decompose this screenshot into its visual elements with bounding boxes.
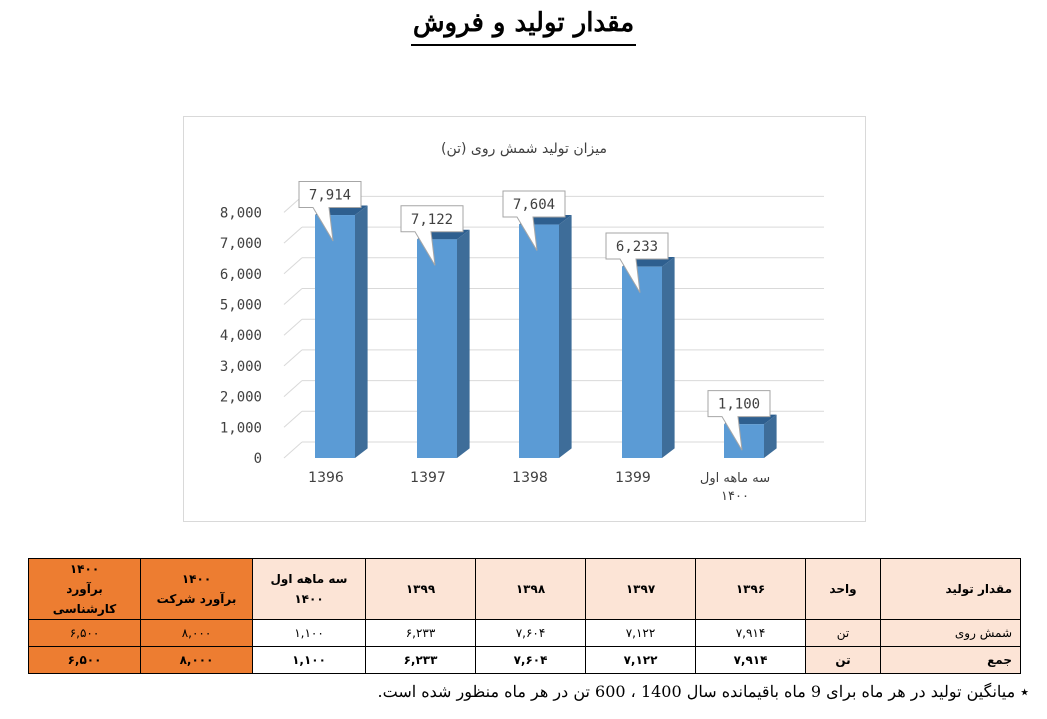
table-cell: ۶,۲۳۳ <box>365 619 476 647</box>
bar-side <box>457 229 470 458</box>
page-title-text: مقدار تولید و فروش <box>410 8 637 46</box>
column-header: ۱۳۹۸ <box>475 558 586 620</box>
y-tick-label: 4,000 <box>220 328 262 344</box>
data-label: 1,100 <box>718 397 760 413</box>
table-cell: ۸,۰۰۰ <box>140 646 253 674</box>
column-header-text: ۱۳۹۸ <box>515 582 546 596</box>
data-label: 7,914 <box>309 187 351 203</box>
bar <box>417 239 457 458</box>
y-tick-label: 1,000 <box>220 420 262 436</box>
column-header-text: برآورد شرکت <box>156 592 237 606</box>
gridline-side <box>283 257 303 275</box>
column-header: ۱۳۹۷ <box>585 558 696 620</box>
table-cell: ۷,۶۰۴ <box>475 619 586 647</box>
bar <box>519 224 559 458</box>
table-header-row: مقدار تولید واحد ۱۳۹۶ ۱۳۹۷ ۱۳۹۸ ۱۳۹۹ سه ماهه ا… <box>28 558 1021 620</box>
table-cell: ۷,۱۲۲ <box>585 619 696 647</box>
gridline-side <box>283 349 303 367</box>
gridline-side <box>283 318 303 336</box>
y-tick-label: 7,000 <box>220 236 262 252</box>
y-tick-label: 6,000 <box>220 267 262 283</box>
bar <box>315 215 355 458</box>
x-tick-label: 1398 <box>512 470 548 486</box>
bar-side <box>662 257 675 458</box>
data-label-callout <box>298 180 362 242</box>
table-cell: ۷,۱۲۲ <box>585 646 696 674</box>
table-cell: ۶,۵۰۰ <box>28 646 141 674</box>
table-cell: ۸,۰۰۰ <box>140 619 253 647</box>
column-header-text: سه ماهه اول ۱۴۰۰ <box>270 572 348 606</box>
gridline-side <box>283 410 303 428</box>
table-cell: ۱,۱۰۰ <box>252 646 366 674</box>
x-tick-label: 1397 <box>410 470 446 486</box>
data-label-callout <box>605 232 669 293</box>
data-label: 7,122 <box>411 212 453 228</box>
column-header: سه ماهه اول ۱۴۰۰ <box>252 558 366 620</box>
table-row: شمش روی تن ۷,۹۱۴ ۷,۱۲۲ ۷,۶۰۴ ۶,۲۳۳ ۱,۱۰۰ ۸,۰۰۰ ۶… <box>28 619 1021 647</box>
x-tick-label: ۱۴۰۰ <box>721 489 749 504</box>
column-header-text: ۱۴۰۰ <box>181 572 212 586</box>
table-cell: تن <box>805 619 881 647</box>
y-tick-label: 0 <box>254 451 262 467</box>
x-tick-label: 1396 <box>308 470 344 486</box>
column-header-text: ۱۳۹۹ <box>405 582 436 596</box>
data-label-callout <box>400 205 464 266</box>
table-cell: ۶,۵۰۰ <box>28 619 141 647</box>
table-cell: ۷,۹۱۴ <box>695 619 806 647</box>
data-label: 7,604 <box>513 197 555 213</box>
y-tick-label: 5,000 <box>220 298 262 314</box>
table-row: جمع تن ۷,۹۱۴ ۷,۱۲۲ ۷,۶۰۴ ۶,۲۳۳ ۱,۱۰۰ ۸,۰۰۰ ۶,۵۰۰ <box>28 646 1021 674</box>
column-header: مقدار تولید <box>880 558 1021 620</box>
data-label-callout <box>502 190 566 251</box>
column-header-text: واحد <box>829 582 857 596</box>
table-cell: جمع <box>880 646 1021 674</box>
data-label-callout <box>707 390 771 451</box>
column-header-text: ۱۳۹۶ <box>735 582 766 596</box>
column-header: ۱۴۰۰ برآورد شرکت <box>140 558 253 620</box>
column-header-text: ۱۴۰۰ <box>69 562 100 576</box>
column-header: ۱۳۹۶ <box>695 558 806 620</box>
gridline-side <box>283 380 303 397</box>
bar-side <box>355 205 368 458</box>
footnote: ٭ میانگین تولید در هر ماه برای 9 ماه باق… <box>377 682 1029 701</box>
table-cell: ۶,۲۳۳ <box>365 646 476 674</box>
page-title: مقدار تولید و فروش <box>0 8 1047 46</box>
y-tick-label: 3,000 <box>220 359 262 375</box>
gridline-side <box>283 288 303 305</box>
bar-side <box>764 414 777 458</box>
bar <box>622 266 662 458</box>
column-header-text: ۱۳۹۷ <box>625 582 656 596</box>
table-cell: تن <box>805 646 881 674</box>
gridline-side <box>283 226 303 244</box>
column-header-text: برآورد کارشناسی <box>52 582 117 616</box>
table-cell: ۱,۱۰۰ <box>252 619 366 647</box>
y-tick-label: 2,000 <box>220 390 262 406</box>
y-tick-label: 8,000 <box>220 205 262 221</box>
chart-frame: میزان تولید شمش روی (تن) 0 1,000 2,000 3,000… <box>183 116 866 522</box>
table-cell: ۷,۶۰۴ <box>475 646 586 674</box>
bar-side <box>559 214 572 458</box>
column-header: واحد <box>805 558 881 620</box>
production-table: مقدار تولید واحد ۱۳۹۶ ۱۳۹۷ ۱۳۹۸ ۱۳۹۹ سه ماهه ا… <box>28 558 1021 674</box>
x-tick-label: 1399 <box>615 470 651 486</box>
column-header: ۱۳۹۹ <box>365 558 476 620</box>
gridline-side <box>283 441 303 459</box>
column-header-text: مقدار تولید <box>945 582 1012 596</box>
table-cell: شمش روی <box>880 619 1021 647</box>
table-cell: ۷,۹۱۴ <box>695 646 806 674</box>
data-label: 6,233 <box>616 239 658 255</box>
x-tick-label: سه ماهه اول <box>700 471 770 486</box>
chart-title: میزان تولید شمش روی (تن) <box>441 141 607 157</box>
column-header: ۱۴۰۰ برآورد کارشناسی <box>28 558 141 620</box>
bar-chart: میزان تولید شمش روی (تن) 0 1,000 2,000 3,000… <box>220 141 824 504</box>
